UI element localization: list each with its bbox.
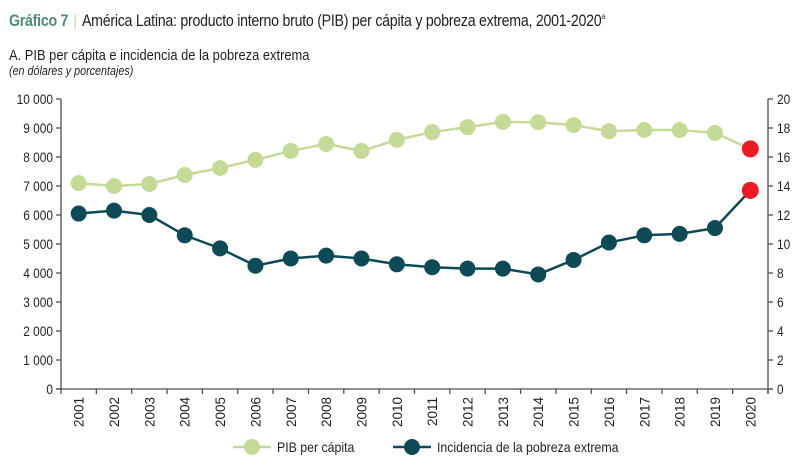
x-tick-label: 2003 [142, 397, 157, 427]
y-left-tick-label: 1 000 [23, 352, 53, 368]
legend-item-pib: PIB per cápita [233, 438, 365, 456]
data-point-pobreza [600, 234, 617, 251]
legend-item-pobreza: Incidencia de la pobreza extrema [392, 438, 643, 456]
data-point-pib [247, 151, 264, 168]
legend-swatch-pib [233, 439, 271, 455]
x-tick-label: 2009 [354, 397, 369, 427]
y-right-tick-label: 14 [777, 178, 790, 194]
x-tick-label: 2018 [673, 397, 688, 427]
data-point-pobreza [494, 260, 511, 277]
data-point-pib [176, 166, 193, 183]
data-point-pib [70, 175, 87, 192]
y-right-tick-label: 2 [777, 352, 784, 368]
panel-title: A. PIB per cápita e incidencia de la pob… [9, 47, 310, 64]
y-left-tick-label: 6 000 [23, 207, 53, 223]
y-left-tick-label: 7 000 [23, 178, 53, 194]
x-tick-label: 2013 [496, 397, 511, 427]
x-tick-label: 2004 [178, 397, 193, 428]
x-tick-label: 2012 [461, 397, 476, 427]
data-point-pib [565, 117, 582, 134]
x-tick-label: 2005 [213, 397, 228, 427]
legend-label-pib: PIB per cápita [277, 439, 355, 455]
axes: 0 1 000 2 000 3 000 4 000 5 000 6 000 7 000 8 00… [17, 91, 791, 427]
y-left-tick-label: 2 000 [23, 323, 53, 339]
x-tick-label: 2006 [248, 397, 263, 427]
y-right-tick-label: 6 [777, 294, 784, 310]
legend-label-pobreza: Incidencia de la pobreza extrema [436, 439, 619, 455]
y-right-tick-label: 10 [777, 236, 790, 252]
data-point-pib [530, 114, 547, 131]
y-left-tick-label: 9 000 [23, 120, 53, 136]
data-point-pobreza [70, 205, 87, 222]
x-tick-label: 2007 [284, 397, 299, 427]
y-right-tick-label: 4 [777, 323, 784, 339]
data-point-pib-highlight [741, 140, 759, 158]
data-point-pib [424, 124, 441, 141]
y-left-tick-label: 5 000 [23, 236, 53, 252]
data-point-pib [671, 122, 688, 139]
y-left-tick-label: 0 [46, 381, 53, 397]
x-tick-label: 2019 [708, 397, 723, 427]
data-point-pobreza [318, 247, 335, 264]
data-point-pobreza [176, 227, 193, 244]
data-point-pobreza [212, 240, 229, 257]
x-tick-label: 2015 [567, 397, 582, 427]
x-tick-label: 2001 [72, 397, 87, 427]
data-point-pib [318, 135, 335, 152]
data-point-pobreza [671, 225, 688, 242]
data-point-pib [212, 160, 229, 177]
x-tick-label: 2011 [425, 397, 440, 426]
figure-number: Gráfico 7 [9, 12, 69, 30]
data-point-pib [282, 142, 299, 159]
y-right-tick-label: 20 [777, 91, 790, 107]
data-point-pobreza [247, 257, 264, 274]
y-left-tick-label: 3 000 [23, 294, 53, 310]
x-tick-label: 2016 [602, 397, 617, 427]
series-layer [70, 113, 759, 283]
data-point-pobreza [530, 266, 547, 283]
title-separator: | [73, 12, 77, 30]
data-point-pobreza [424, 259, 441, 276]
y-right-tick-label: 8 [777, 265, 784, 281]
x-tick-label: 2002 [107, 397, 122, 427]
x-tick-label: 2020 [743, 397, 758, 427]
data-point-pib [141, 175, 158, 192]
x-tick-label: 2017 [637, 397, 652, 427]
data-point-pobreza [388, 256, 405, 273]
y-left-tick-label: 8 000 [23, 149, 53, 165]
y-right-tick-label: 16 [777, 149, 790, 165]
y-left-tick-label: 4 000 [23, 265, 53, 281]
data-point-pobreza [282, 250, 299, 267]
x-tick-label: 2010 [390, 397, 405, 427]
y-right-tick-label: 0 [777, 381, 784, 397]
legend: PIB per cápita Incidencia de la pobreza … [233, 438, 671, 456]
data-point-pobreza [565, 251, 582, 268]
data-point-pobreza-highlight [741, 181, 759, 199]
data-point-pobreza [353, 250, 370, 267]
units-note: (en dólares y porcentajes) [9, 64, 134, 78]
y-left-tick-label: 10 000 [17, 91, 53, 107]
data-point-pib [388, 131, 405, 148]
y-right-tick-label: 12 [777, 207, 790, 223]
title-footnote-marker: a [601, 12, 605, 21]
figure-title: Gráfico 7 | América Latina: producto inter… [9, 12, 605, 31]
data-point-pib [353, 142, 370, 159]
data-point-pobreza [636, 227, 653, 244]
data-point-pobreza [141, 207, 158, 223]
figure-title-text: América Latina: producto interno bruto (… [81, 12, 602, 30]
data-point-pib [706, 124, 723, 141]
data-point-pib [636, 122, 653, 139]
x-tick-label: 2014 [531, 397, 546, 428]
x-tick-label: 2008 [319, 397, 334, 427]
data-point-pobreza [106, 202, 123, 219]
data-point-pobreza [706, 220, 723, 237]
data-point-pib [494, 113, 511, 130]
data-point-pib [600, 123, 617, 140]
legend-swatch-pobreza [392, 439, 431, 455]
data-point-pib [106, 178, 123, 194]
data-point-pib [459, 119, 476, 136]
data-point-pobreza [459, 260, 476, 277]
y-right-tick-label: 18 [777, 120, 790, 136]
